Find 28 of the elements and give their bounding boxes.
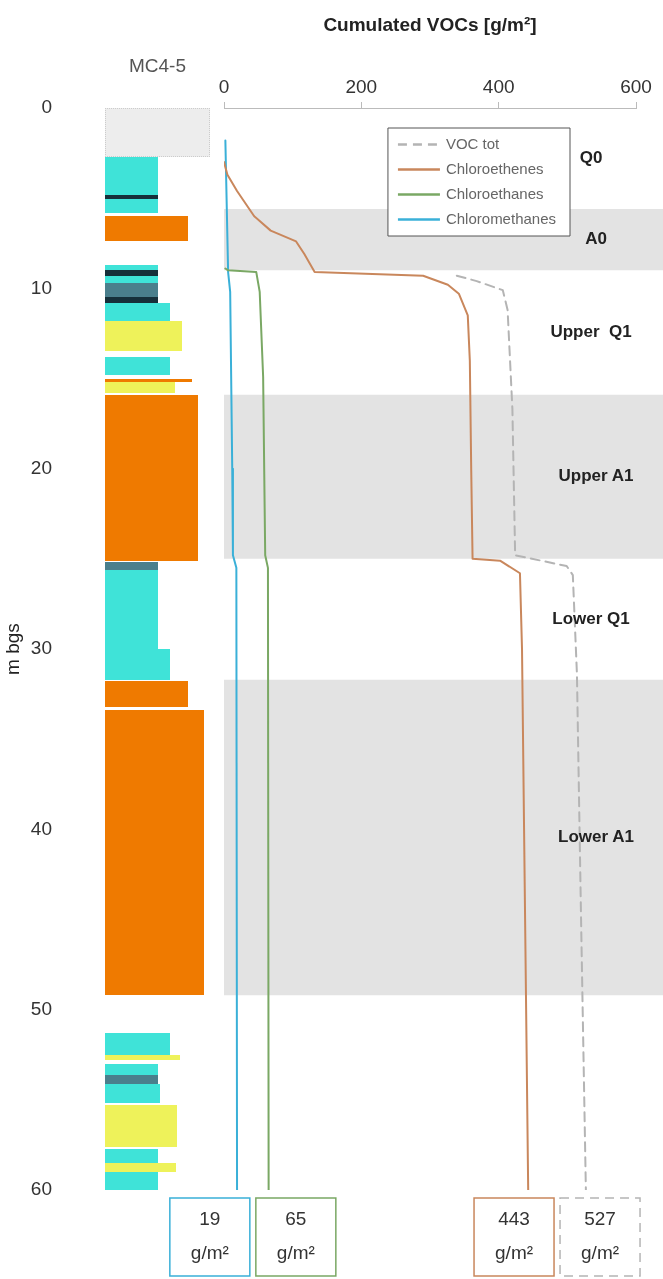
data-label: 443 g/m² [495, 1208, 534, 1264]
band-label: Upper A1 [558, 466, 634, 486]
y-tick-label: 30 [30, 637, 52, 659]
x2-tick-label: 400 [482, 75, 515, 97]
y-tick-label: 10 [30, 276, 52, 298]
data-label: 65 g/m² [276, 1208, 315, 1264]
x2-tick-label: 0 [218, 75, 230, 97]
y-tick-label: 20 [30, 456, 52, 478]
y-tick-label: 40 [30, 817, 52, 839]
legend-label: Chloroethanes [445, 184, 544, 202]
band-label: A0 [585, 229, 607, 249]
legend-label: Chloroethenes [445, 159, 544, 177]
y-tick-label: 0 [41, 96, 52, 118]
text: MC4-5 [128, 55, 187, 77]
y-tick-label: 50 [30, 997, 52, 1019]
legend-label: VOC tot [445, 134, 501, 152]
data-label: 19 g/m² [190, 1208, 229, 1264]
band-label: Lower A1 [558, 827, 634, 847]
y-axis-title: m bgs [1, 623, 23, 675]
x2-tick-label: 600 [620, 75, 652, 97]
x2-axis-title: Cumulated VOCs [g/m²] [323, 13, 537, 35]
legend-label: Chloromethanes [445, 209, 556, 227]
annotation: Q0 [579, 148, 603, 168]
data-label: 527 g/m² [581, 1208, 620, 1264]
annotation: Lower Q1 [552, 608, 630, 628]
x2-tick-label: 200 [345, 75, 378, 97]
annotation: Upper Q1 [550, 322, 632, 342]
y-tick-label: 60 [30, 1178, 52, 1200]
